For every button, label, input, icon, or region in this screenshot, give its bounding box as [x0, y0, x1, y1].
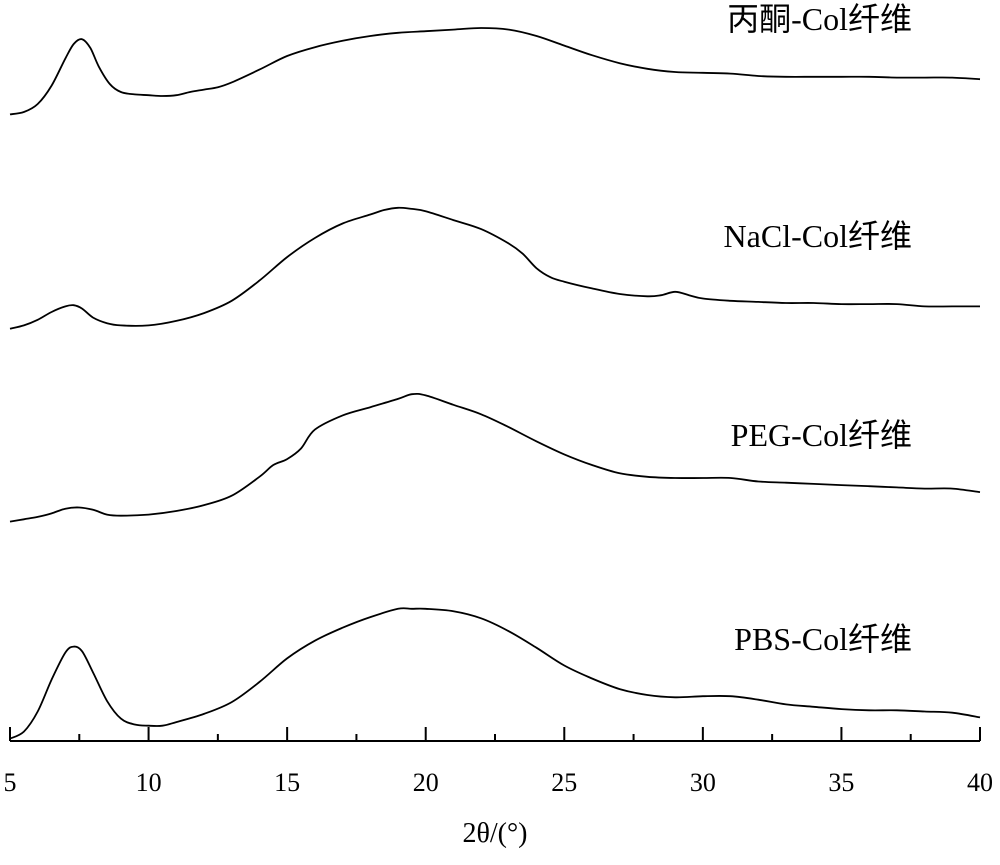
x-tick-label: 25	[551, 768, 577, 797]
x-axis-ticks: 5 10 15 20 25 30 35 40	[4, 727, 993, 797]
series-line-1	[9, 27, 981, 116]
x-tick-label: 15	[274, 768, 300, 797]
series-line-4	[9, 607, 981, 740]
series-line-3	[9, 392, 981, 523]
x-tick-label: 35	[828, 768, 854, 797]
x-tick-label: 10	[136, 768, 162, 797]
x-tick-label: 5	[4, 768, 17, 797]
x-tick-label: 20	[413, 768, 439, 797]
series-label-layer: 丙酮-Col纤维 NaCl-Col纤维 PEG-Col纤维 PBS-Col纤维	[724, 1, 912, 657]
series-line-2	[9, 206, 980, 330]
series-label-1: 丙酮-Col纤维	[727, 1, 912, 37]
series-label-3: PEG-Col纤维	[731, 417, 912, 453]
series-layer	[9, 27, 981, 740]
series-label-2: NaCl-Col纤维	[724, 218, 912, 254]
x-tick-label: 40	[967, 768, 993, 797]
x-tick-label: 30	[690, 768, 716, 797]
x-axis-title: 2θ/(°)	[462, 818, 527, 849]
series-label-4: PBS-Col纤维	[734, 621, 912, 657]
